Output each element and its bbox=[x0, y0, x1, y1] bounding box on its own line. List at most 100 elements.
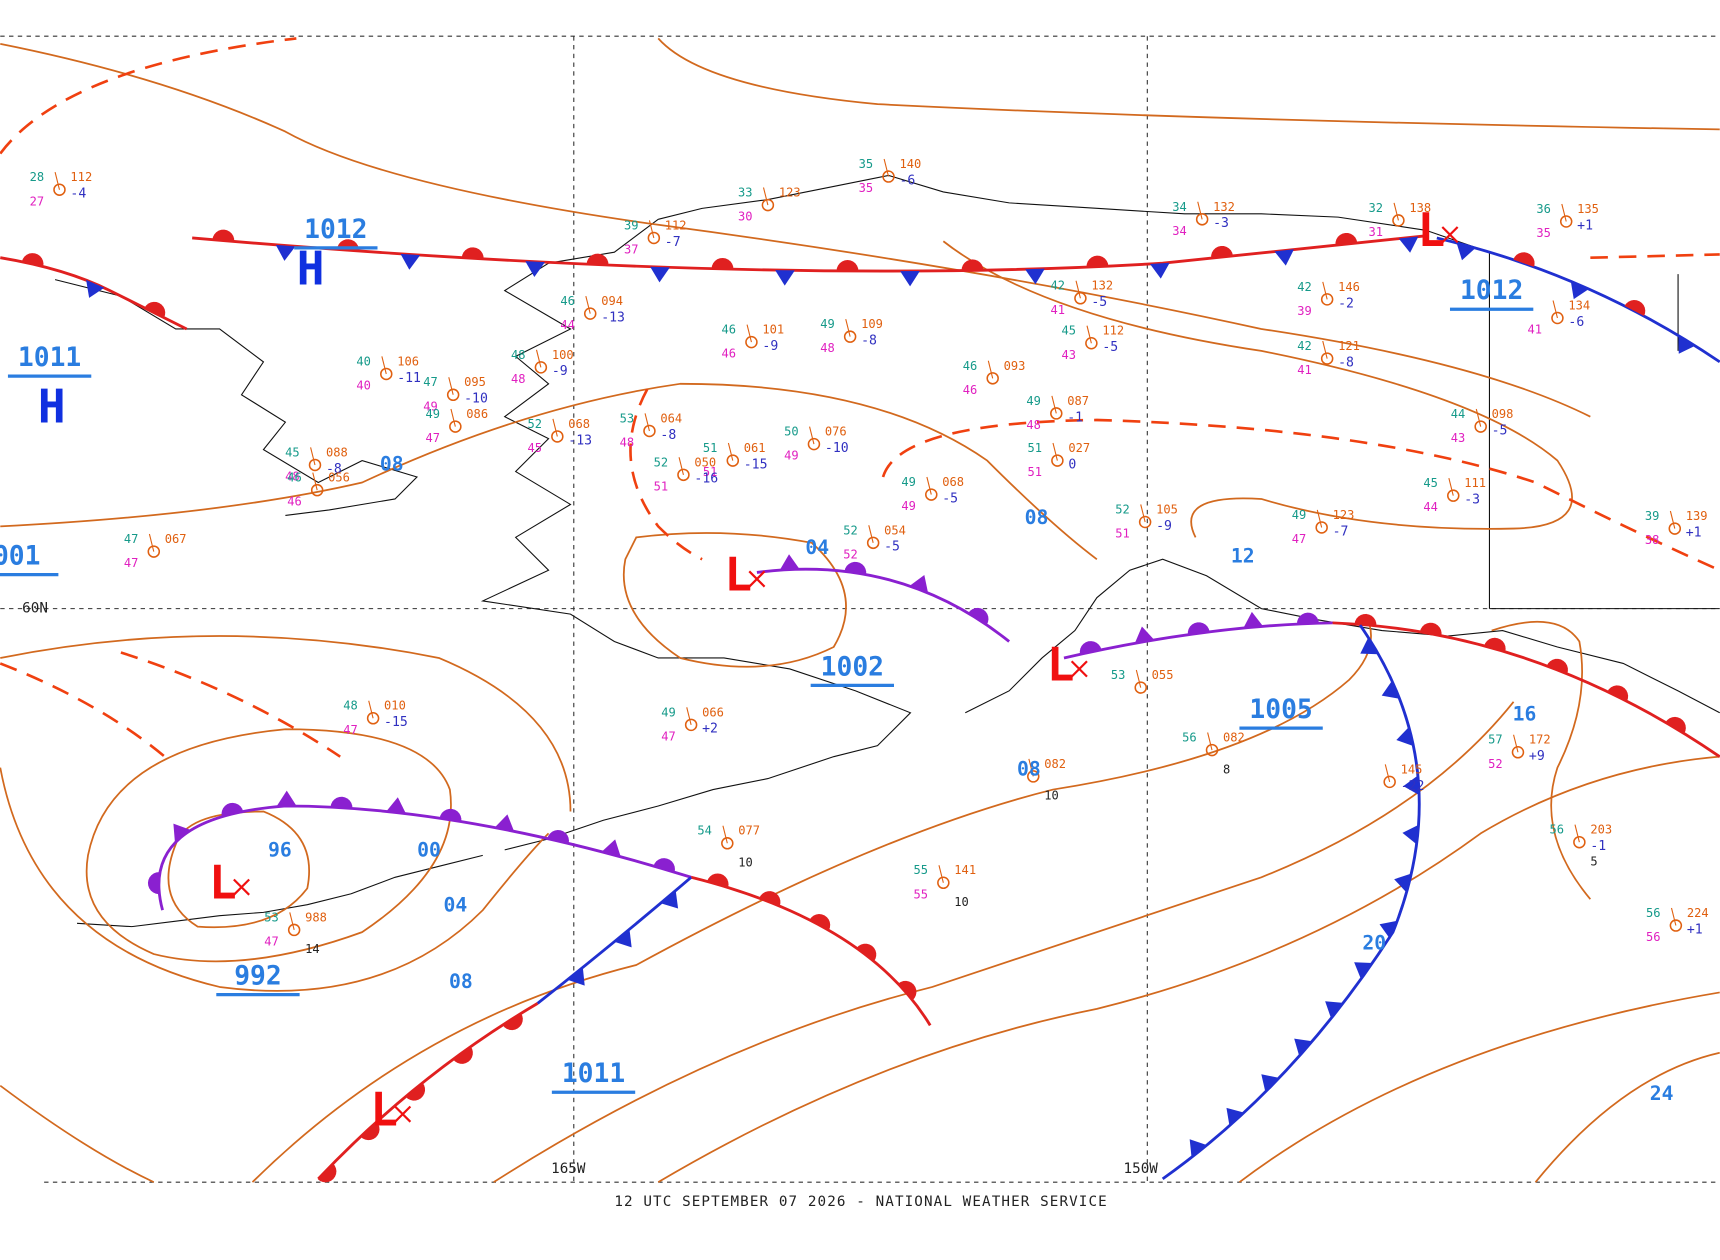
station-circle bbox=[446, 388, 460, 402]
station-tendency: -10 bbox=[464, 392, 488, 407]
front-triangle bbox=[1381, 680, 1400, 699]
station-temp: 47 bbox=[423, 375, 438, 389]
station-tendency: +1 bbox=[1686, 525, 1702, 540]
center-x bbox=[1070, 660, 1088, 678]
station-tendency: -13 bbox=[568, 433, 592, 448]
station-dewpoint: 48 bbox=[285, 470, 300, 484]
station-temp: 45 bbox=[285, 445, 300, 459]
station-dewpoint: 38 bbox=[1645, 533, 1660, 547]
station: 53 48 064 -8 bbox=[620, 411, 683, 449]
lon-label: 165W bbox=[551, 1161, 586, 1177]
station-extra: 5 bbox=[1590, 854, 1597, 868]
front-semicircle bbox=[961, 259, 984, 271]
front-semicircle bbox=[653, 858, 675, 873]
station-circle bbox=[1559, 215, 1573, 228]
station-tendency: -3 bbox=[1213, 216, 1229, 231]
front-semicircle bbox=[453, 1046, 473, 1064]
station-circle bbox=[1134, 681, 1147, 694]
station-circle bbox=[937, 876, 950, 890]
station-circle bbox=[807, 437, 821, 451]
wind-barb bbox=[1552, 300, 1558, 319]
pressure-center: H bbox=[297, 241, 325, 295]
station-temp: 35 bbox=[859, 157, 874, 171]
isobar bbox=[0, 43, 1591, 418]
station-circle bbox=[1511, 746, 1525, 759]
station-temp: 56 bbox=[1182, 731, 1197, 745]
front-triangle bbox=[779, 554, 800, 570]
station-pressure: 132 bbox=[1213, 200, 1235, 214]
station: 46 46 056 bbox=[287, 471, 350, 509]
station: 45 44 111 -3 bbox=[1423, 476, 1486, 514]
isobar bbox=[85, 728, 452, 963]
front-semicircle bbox=[1484, 637, 1506, 652]
station-temp: 45 bbox=[1423, 476, 1438, 490]
front-semicircle bbox=[360, 1121, 380, 1141]
station-pressure: 112 bbox=[70, 170, 92, 184]
station-circle bbox=[1315, 521, 1328, 534]
wind-barb bbox=[448, 377, 454, 395]
station-temp: 46 bbox=[963, 359, 978, 373]
station: 49 47 123 -7 bbox=[1292, 508, 1355, 546]
station-temp: 49 bbox=[1026, 394, 1041, 408]
wind-barb bbox=[1075, 280, 1081, 299]
front-semicircle bbox=[461, 247, 484, 259]
station-tendency: -5 bbox=[884, 540, 900, 555]
warm-front bbox=[690, 875, 932, 1027]
front-semicircle bbox=[330, 796, 353, 809]
station-tendency: -1 bbox=[1590, 839, 1606, 854]
station-pressure: 100 bbox=[552, 348, 574, 362]
stations: 2827112-43535140-633301233937112-7343413… bbox=[30, 157, 1709, 956]
station-temp: 47 bbox=[124, 532, 139, 546]
station-temp: 51 bbox=[1028, 441, 1043, 455]
station-temp: 56 bbox=[1550, 823, 1565, 837]
station-temp: 44 bbox=[1451, 407, 1466, 421]
station: 52 52 054 -5 bbox=[843, 523, 906, 561]
isobar bbox=[493, 701, 1515, 1183]
fronts bbox=[0, 229, 1720, 1183]
front-triangle bbox=[1456, 242, 1476, 261]
station-extra: 10 bbox=[1044, 789, 1059, 803]
pressure-label: 1012 bbox=[1460, 276, 1523, 306]
front-semicircle bbox=[711, 257, 734, 270]
station-pressure: 064 bbox=[660, 411, 682, 425]
front-semicircle bbox=[898, 980, 917, 1001]
center-x bbox=[1441, 226, 1459, 244]
isobar bbox=[0, 767, 550, 992]
station-dewpoint: 39 bbox=[1297, 304, 1312, 318]
station: 47 49 095 -10 bbox=[423, 375, 488, 413]
station-dewpoint: 37 bbox=[624, 243, 639, 257]
station-pressure: 056 bbox=[328, 471, 350, 485]
station-circle bbox=[308, 458, 322, 472]
isobar-label: 16 bbox=[1513, 702, 1537, 725]
wind-barb bbox=[1393, 202, 1399, 221]
center-x bbox=[394, 1105, 412, 1123]
station-tendency: -13 bbox=[601, 311, 625, 326]
station-pressure: 050 bbox=[694, 455, 716, 469]
warm-front bbox=[1332, 621, 1720, 758]
station-pressure: 067 bbox=[165, 532, 187, 546]
station-tendency: -5 bbox=[1091, 295, 1107, 310]
station: 52 45 068 -13 bbox=[527, 417, 592, 455]
front-semicircle bbox=[1079, 641, 1102, 655]
front-semicircle bbox=[968, 607, 989, 625]
station-pressure: 082 bbox=[1223, 731, 1245, 745]
station-pressure: 068 bbox=[942, 475, 964, 489]
coast bbox=[965, 558, 1720, 714]
wind-barb bbox=[585, 295, 591, 314]
front-triangle bbox=[1294, 1038, 1313, 1057]
front-triangle bbox=[1402, 824, 1419, 845]
station-pressure: 095 bbox=[464, 375, 486, 389]
isobar-label: 24 bbox=[1650, 1082, 1674, 1105]
wind-barb bbox=[1669, 510, 1676, 529]
isobar-label: 08 bbox=[1017, 757, 1041, 780]
front-semicircle bbox=[221, 802, 244, 817]
station: 46 46 093 bbox=[963, 359, 1026, 397]
wind-barb bbox=[938, 865, 944, 883]
station-dewpoint: 41 bbox=[1297, 363, 1312, 377]
station-pressure: 054 bbox=[884, 523, 906, 537]
coast bbox=[54, 279, 419, 516]
wind-barb bbox=[1197, 201, 1203, 220]
wind-barb bbox=[310, 447, 316, 466]
station-tendency: 0 bbox=[1068, 457, 1076, 472]
station: 51 51 061 -15 bbox=[703, 441, 768, 479]
